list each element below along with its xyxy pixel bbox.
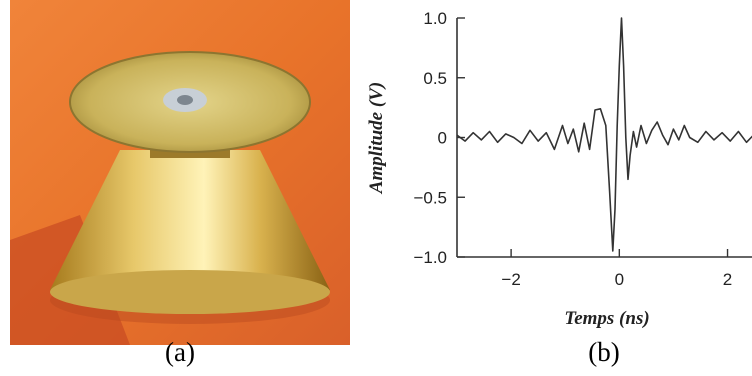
waveform-chart: 1.0 0.5 0 −0.5 −1.0 −2 0 2 Amplitude (V) Temps… — [360, 0, 752, 340]
panel-label-a: (a) — [165, 337, 195, 367]
waveform-line — [456, 17, 752, 252]
y-axis-ticks: 1.0 0.5 0 −0.5 −1.0 — [413, 9, 465, 267]
series-layer — [456, 17, 752, 252]
y-tick-label: 1.0 — [423, 9, 447, 28]
x-axis-ticks: −2 0 2 — [501, 249, 732, 289]
cone-base-rim — [50, 270, 330, 314]
brass-cone — [50, 150, 330, 310]
chart-svg: 1.0 0.5 0 −0.5 −1.0 −2 0 2 Amplitude (V) Temps… — [366, 9, 752, 329]
y-tick-label: 0 — [438, 129, 447, 148]
x-tick-label: −2 — [501, 270, 520, 289]
y-tick-label: −0.5 — [413, 188, 447, 207]
y-tick-label: −1.0 — [413, 248, 447, 267]
antenna-photo — [10, 0, 350, 345]
x-tick-label: 0 — [615, 270, 624, 289]
x-tick-label: 2 — [723, 270, 732, 289]
y-tick-label: 0.5 — [423, 69, 447, 88]
x-axis-title: Temps (ns) — [564, 308, 649, 329]
feed-pin — [177, 95, 193, 105]
conical-antenna-illustration — [10, 0, 350, 345]
panel-label-b: (b) — [588, 337, 620, 367]
y-axis-title: Amplitude (V) — [366, 82, 387, 194]
